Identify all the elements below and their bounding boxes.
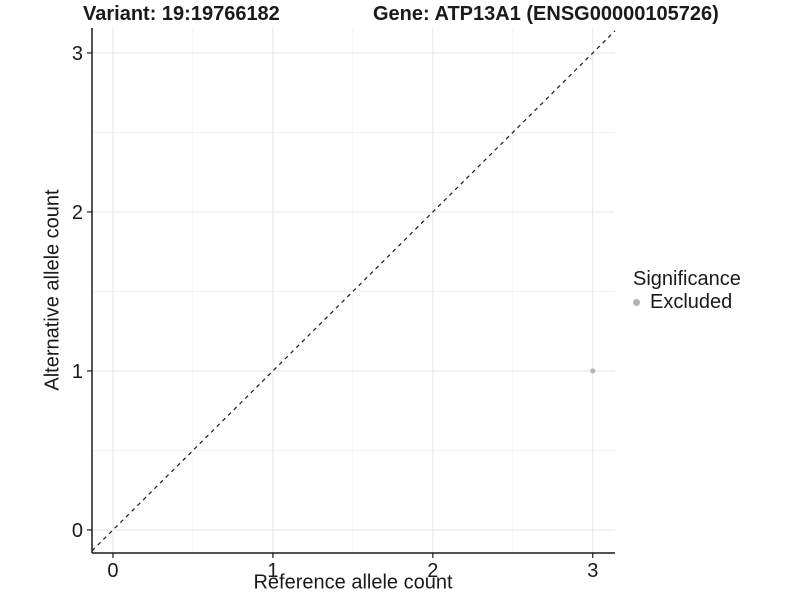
data-point bbox=[590, 368, 596, 374]
x-tick-label: 3 bbox=[587, 560, 598, 582]
x-tick-label: 2 bbox=[427, 560, 438, 582]
plot-title-gene: Gene: ATP13A1 (ENSG00000105726) bbox=[373, 3, 719, 25]
legend-marker-circle-icon bbox=[633, 298, 640, 306]
plot-title-variant: Variant: 19:19766182 bbox=[83, 3, 280, 25]
legend-title: Significance bbox=[633, 268, 741, 290]
legend-item-label: Excluded bbox=[650, 290, 733, 313]
y-tick-label: 1 bbox=[72, 361, 83, 383]
identity-line bbox=[91, 30, 616, 552]
y-tick-label: 3 bbox=[72, 43, 83, 65]
legend: Significance Excluded bbox=[633, 268, 741, 313]
y-axis-title: Alternative allele count bbox=[41, 189, 64, 391]
x-tick-label: 0 bbox=[107, 560, 118, 582]
x-tick-label: 1 bbox=[267, 560, 278, 582]
x-axis-title: Reference allele count bbox=[253, 571, 453, 594]
y-tick-label: 0 bbox=[72, 520, 83, 542]
legend-item-excluded: Excluded bbox=[633, 291, 741, 313]
y-tick-label: 2 bbox=[72, 202, 83, 224]
